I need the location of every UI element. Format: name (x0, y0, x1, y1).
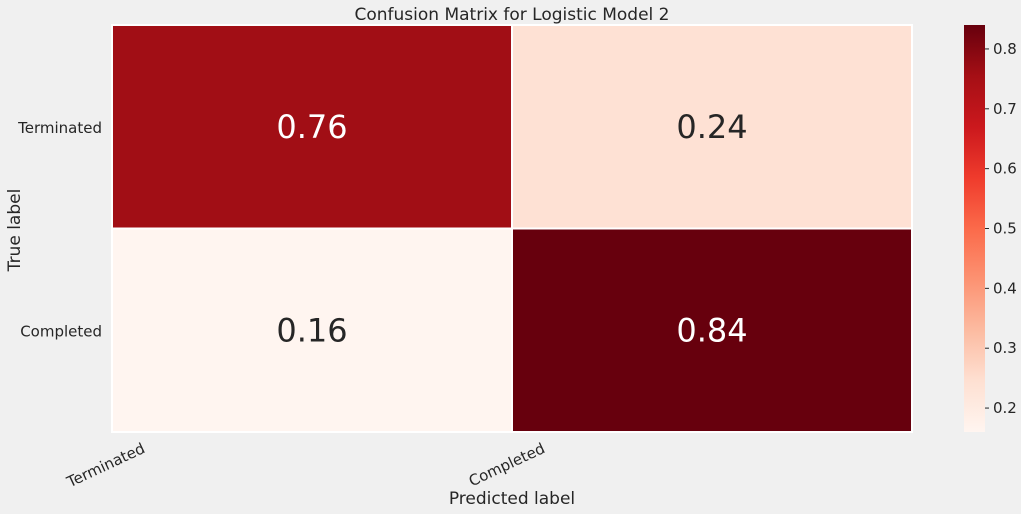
heatmap-cell-label-1-1: 0.84 (676, 311, 747, 349)
colorbar-tick-label-4: 0.6 (993, 160, 1017, 178)
x-tick-label-0: Terminated (63, 439, 148, 491)
y-tick-label-0: Terminated (17, 119, 102, 137)
heatmap-cell-1-0 (111, 227, 513, 433)
heatmap-cell-label-0-1: 0.24 (676, 108, 747, 146)
x-axis-label: Predicted label (449, 489, 575, 509)
heatmap-cells (111, 24, 913, 433)
y-axis-label: True label (5, 189, 25, 273)
colorbar (964, 25, 985, 432)
heatmap-cell-label-0-0: 0.76 (276, 108, 347, 146)
colorbar-tick-label-0: 0.2 (993, 399, 1017, 417)
x-axis-tick-labels: Terminated Completed (63, 439, 548, 491)
heatmap-cell-1-1 (511, 227, 913, 433)
colorbar-ticks: 0.2 0.3 0.4 0.5 0.6 0.7 0.8 (985, 40, 1017, 417)
colorbar-tick-label-6: 0.8 (993, 40, 1017, 58)
y-tick-label-1: Completed (20, 322, 102, 340)
heatmap-cell-label-1-0: 0.16 (276, 311, 347, 349)
y-axis-tick-labels: Terminated Completed (17, 119, 102, 341)
heatmap-cell-0-0 (111, 24, 513, 230)
x-tick-label-1: Completed (466, 439, 548, 490)
colorbar-tick-label-1: 0.3 (993, 339, 1017, 357)
heatmap-cell-labels: 0.76 0.24 0.16 0.84 (276, 108, 747, 350)
colorbar-tick-label-5: 0.7 (993, 100, 1017, 118)
heatmap-cell-0-1 (511, 24, 913, 230)
colorbar-tick-label-2: 0.4 (993, 279, 1017, 297)
colorbar-tick-label-3: 0.5 (993, 220, 1017, 238)
chart-title: Confusion Matrix for Logistic Model 2 (354, 5, 669, 25)
